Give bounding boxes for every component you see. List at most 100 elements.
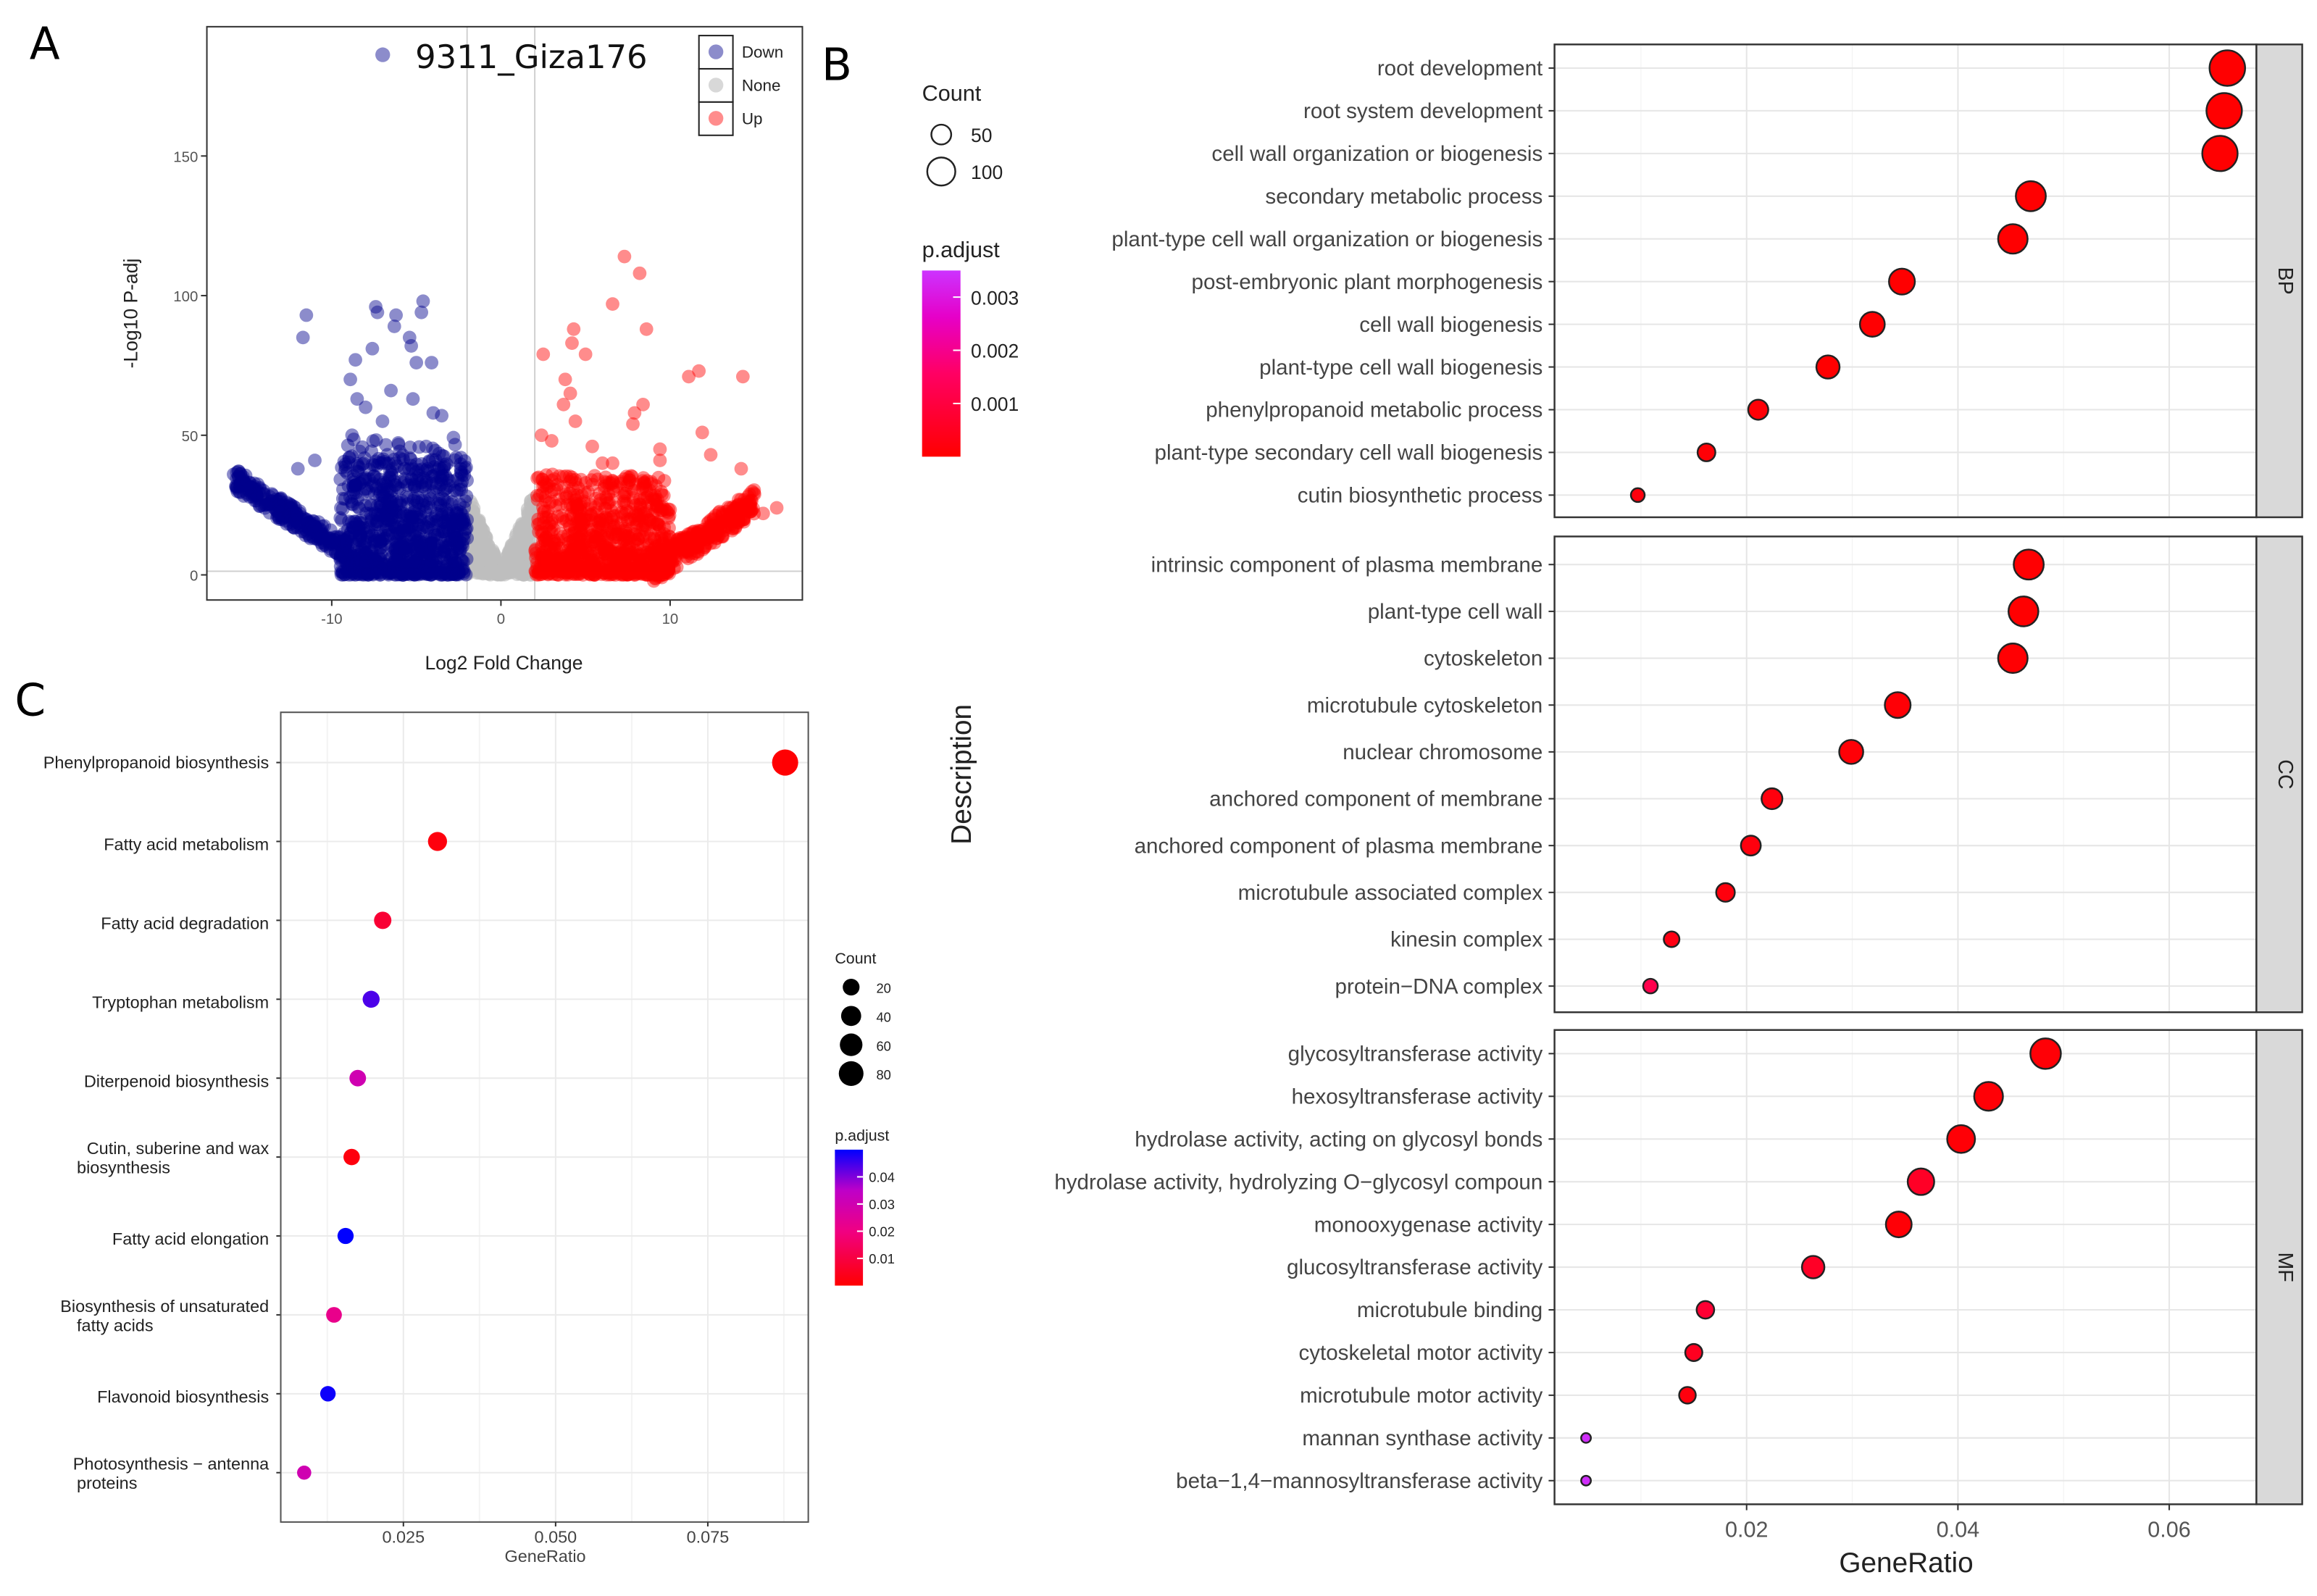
point-down [359,400,372,414]
point-down [447,527,462,541]
point-down [283,498,298,512]
point-down [415,493,430,508]
legend-label: Up [742,109,763,128]
point-down [366,554,380,569]
point-up [723,517,738,532]
point-down [405,511,419,525]
term-dot [1838,739,1864,765]
point-down [380,478,394,493]
point-down [278,514,293,528]
point-down [412,558,426,572]
point-down [400,478,414,493]
point-down [341,530,354,545]
point-down [361,568,375,582]
point-up [659,560,674,575]
point-up [696,543,710,556]
point-down [343,525,358,540]
point-down [438,534,452,548]
point-up [576,517,590,531]
point-down [398,541,413,556]
point-down [367,534,382,548]
point-down [454,466,468,480]
point-up [624,512,638,527]
point-up [638,480,652,494]
point-down [452,517,467,531]
point-down [406,567,421,582]
point-up [604,567,619,582]
point-up [676,530,690,545]
point-up [614,563,628,577]
point-down [402,527,417,542]
term-dot [2029,1037,2062,1070]
point-up [597,566,611,580]
point-down [291,461,305,476]
point-down [274,491,288,505]
point-down [299,523,313,537]
point-down [446,559,460,573]
point-down [357,566,372,580]
point-down [230,484,245,498]
point-down [423,530,437,544]
point-up [674,538,688,551]
point-down [409,553,423,568]
point-down [373,567,388,582]
term-dot [1642,977,1659,995]
point-down [404,510,418,525]
point-down [233,479,247,493]
point-down [410,510,425,525]
point-down [338,541,351,555]
point-down [365,549,380,564]
point-up [601,530,615,545]
point-down [437,564,451,578]
legend-key [698,101,734,136]
point-down [369,537,383,551]
point-down [399,567,414,582]
point-up [628,512,643,527]
point-up [726,521,740,535]
point-down [232,464,246,479]
point-down [230,480,245,493]
point-up [588,530,602,543]
point-down [393,537,408,551]
point-up [717,519,732,534]
point-up [638,506,652,520]
point-up [538,490,553,504]
point-up [649,553,664,568]
point-up [677,543,691,557]
size-legend-circle [930,123,953,146]
point-up [647,492,661,506]
point-up [732,514,746,528]
point-up [598,501,613,516]
point-down [342,514,356,529]
point-up [622,505,636,519]
chart-title: 9311_Giza176 [415,38,647,76]
point-up [658,565,672,580]
point-down [246,480,259,495]
point-down [459,522,473,536]
point-down [315,527,330,542]
point-down [425,551,440,566]
point-up [651,517,665,531]
point-up [708,529,722,543]
point-down [457,501,471,515]
point-up [579,476,593,490]
point-up [572,517,586,530]
point-down [454,482,468,496]
term-label: plant-type cell wall organization or bio… [1111,227,1542,251]
point-up [735,503,749,517]
point-up [644,566,659,580]
point-up [629,548,643,562]
point-down [388,510,403,525]
point-up [543,567,557,580]
point-up [667,561,681,575]
point-down [312,515,326,530]
point-down [445,549,459,563]
point-up [572,560,586,575]
point-down [361,557,375,572]
point-down [324,542,338,556]
point-up [554,564,567,579]
point-down [350,523,364,537]
point-down [397,475,412,489]
point-up [730,502,744,517]
